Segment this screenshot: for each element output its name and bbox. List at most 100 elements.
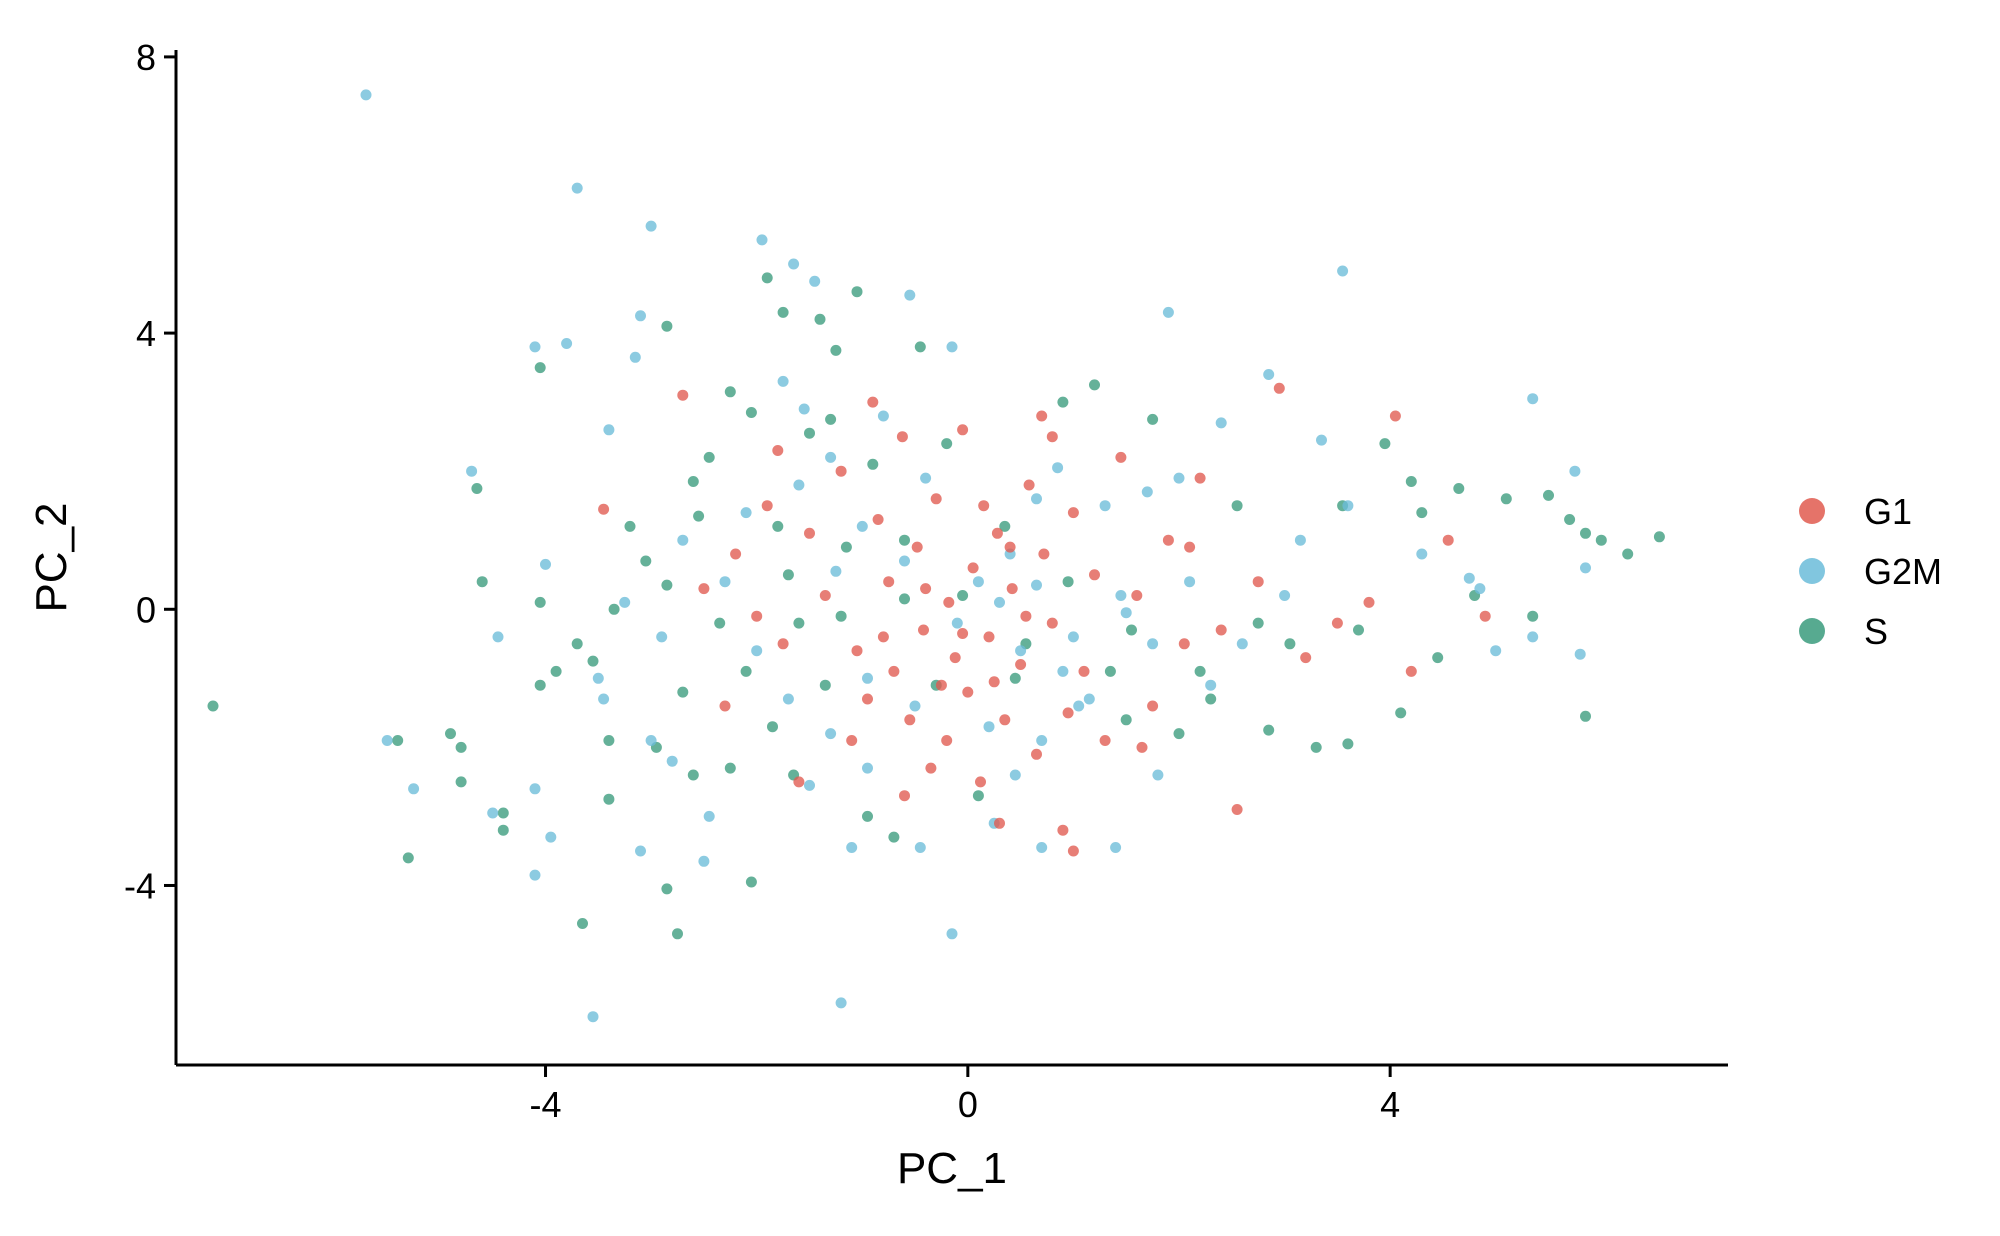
data-point-g2m — [904, 289, 916, 301]
data-point-g2m — [666, 755, 678, 767]
data-point-g2m — [1463, 572, 1475, 584]
data-point-g1 — [1389, 410, 1401, 422]
data-point-s — [476, 576, 488, 588]
data-point-g2m — [830, 565, 842, 577]
data-point-s — [1379, 438, 1391, 450]
data-point-g2m — [1162, 306, 1174, 318]
x-tick-label: -4 — [530, 1084, 562, 1125]
data-point-g1 — [1067, 845, 1079, 857]
data-point-g2m — [1147, 638, 1159, 650]
legend-label-g1: G1 — [1864, 491, 1912, 532]
data-point-g1 — [698, 583, 710, 595]
data-point-g1 — [1078, 665, 1090, 677]
data-point-g1 — [930, 493, 942, 505]
data-point-g1 — [978, 500, 990, 512]
data-point-g1 — [975, 776, 986, 788]
data-point-s — [899, 593, 910, 605]
axes — [174, 50, 1728, 1067]
data-point-g2m — [1110, 842, 1122, 853]
data-point-g1 — [988, 676, 1000, 688]
data-point-g2m — [645, 220, 657, 232]
data-point-s — [862, 810, 873, 822]
data-point-s — [767, 721, 778, 733]
data-point-g2m — [1073, 700, 1085, 712]
data-point-g2m — [360, 89, 372, 101]
data-point-g2m — [793, 479, 805, 491]
data-point-g1 — [899, 790, 910, 802]
data-point-s — [402, 852, 414, 864]
data-point-s — [941, 438, 953, 450]
data-point-s — [1342, 738, 1354, 750]
data-point-g2m — [751, 645, 763, 657]
data-point-g2m — [1569, 465, 1581, 477]
data-point-g2m — [719, 576, 731, 588]
data-point-g2m — [1337, 265, 1349, 277]
data-point-s — [972, 790, 984, 802]
data-point-g2m — [656, 631, 668, 643]
data-point-s — [687, 769, 699, 781]
data-point-g2m — [788, 258, 800, 270]
data-point-s — [677, 686, 689, 698]
data-point-g2m — [1184, 576, 1196, 588]
x-tick-label: 0 — [958, 1084, 978, 1125]
data-point-s — [867, 458, 879, 470]
data-point-g2m — [862, 762, 873, 774]
data-point-g2m — [909, 700, 921, 712]
data-point-s — [1126, 624, 1137, 636]
data-point-g2m — [1036, 735, 1048, 746]
data-point-g1 — [1136, 741, 1148, 753]
legend-label-s: S — [1864, 611, 1888, 652]
data-point-g1 — [598, 503, 610, 515]
data-point-g1 — [1300, 652, 1312, 664]
data-point-g2m — [1052, 462, 1064, 474]
data-point-g1 — [1178, 638, 1190, 650]
data-point-g1 — [896, 431, 908, 443]
data-point-s — [603, 735, 615, 746]
y-tick-label: 8 — [136, 37, 156, 78]
data-point-s — [1527, 610, 1539, 622]
data-point-g1 — [999, 714, 1011, 726]
data-point-g2m — [408, 783, 420, 795]
data-point-g1 — [804, 527, 815, 539]
data-point-s — [1543, 489, 1554, 501]
data-point-g1 — [819, 590, 831, 601]
data-point-s — [587, 655, 599, 667]
data-point-g2m — [1057, 665, 1069, 677]
data-point-g2m — [782, 693, 794, 705]
legend-marker-s — [1799, 618, 1825, 644]
y-tick-label: 0 — [136, 589, 156, 630]
data-point-g1 — [777, 638, 789, 650]
data-point-g2m — [492, 631, 504, 643]
data-point-s — [825, 413, 837, 425]
data-point-g1 — [962, 686, 974, 698]
data-point-g1 — [911, 541, 923, 553]
y-tick-label: -4 — [124, 865, 156, 906]
data-point-g2m — [983, 721, 995, 733]
data-point-g2m — [703, 810, 715, 822]
data-point-s — [1432, 652, 1444, 664]
data-point-g1 — [920, 583, 932, 595]
data-point-s — [830, 344, 842, 356]
data-point-s — [777, 306, 789, 318]
data-point-g1 — [925, 762, 937, 774]
data-point-s — [1173, 728, 1185, 740]
data-point-s — [745, 876, 757, 888]
data-point-g1 — [1331, 617, 1343, 629]
data-point-g2m — [529, 783, 541, 795]
data-point-s — [1062, 576, 1074, 588]
data-point-g2m — [1173, 472, 1185, 484]
data-point-g1 — [1099, 735, 1111, 746]
data-point-g2m — [529, 341, 541, 353]
data-point-s — [840, 541, 852, 553]
data-point-s — [207, 700, 219, 712]
data-point-g1 — [1089, 569, 1100, 581]
data-point-g2m — [1083, 693, 1095, 705]
data-point-s — [804, 427, 815, 439]
data-point-g2m — [598, 693, 610, 705]
data-point-g1 — [1023, 479, 1035, 491]
data-point-g1 — [872, 514, 884, 525]
data-point-g1 — [1006, 583, 1018, 595]
data-point-g2m — [1015, 645, 1027, 657]
data-point-g1 — [1231, 804, 1243, 815]
data-point-g1 — [967, 562, 979, 574]
